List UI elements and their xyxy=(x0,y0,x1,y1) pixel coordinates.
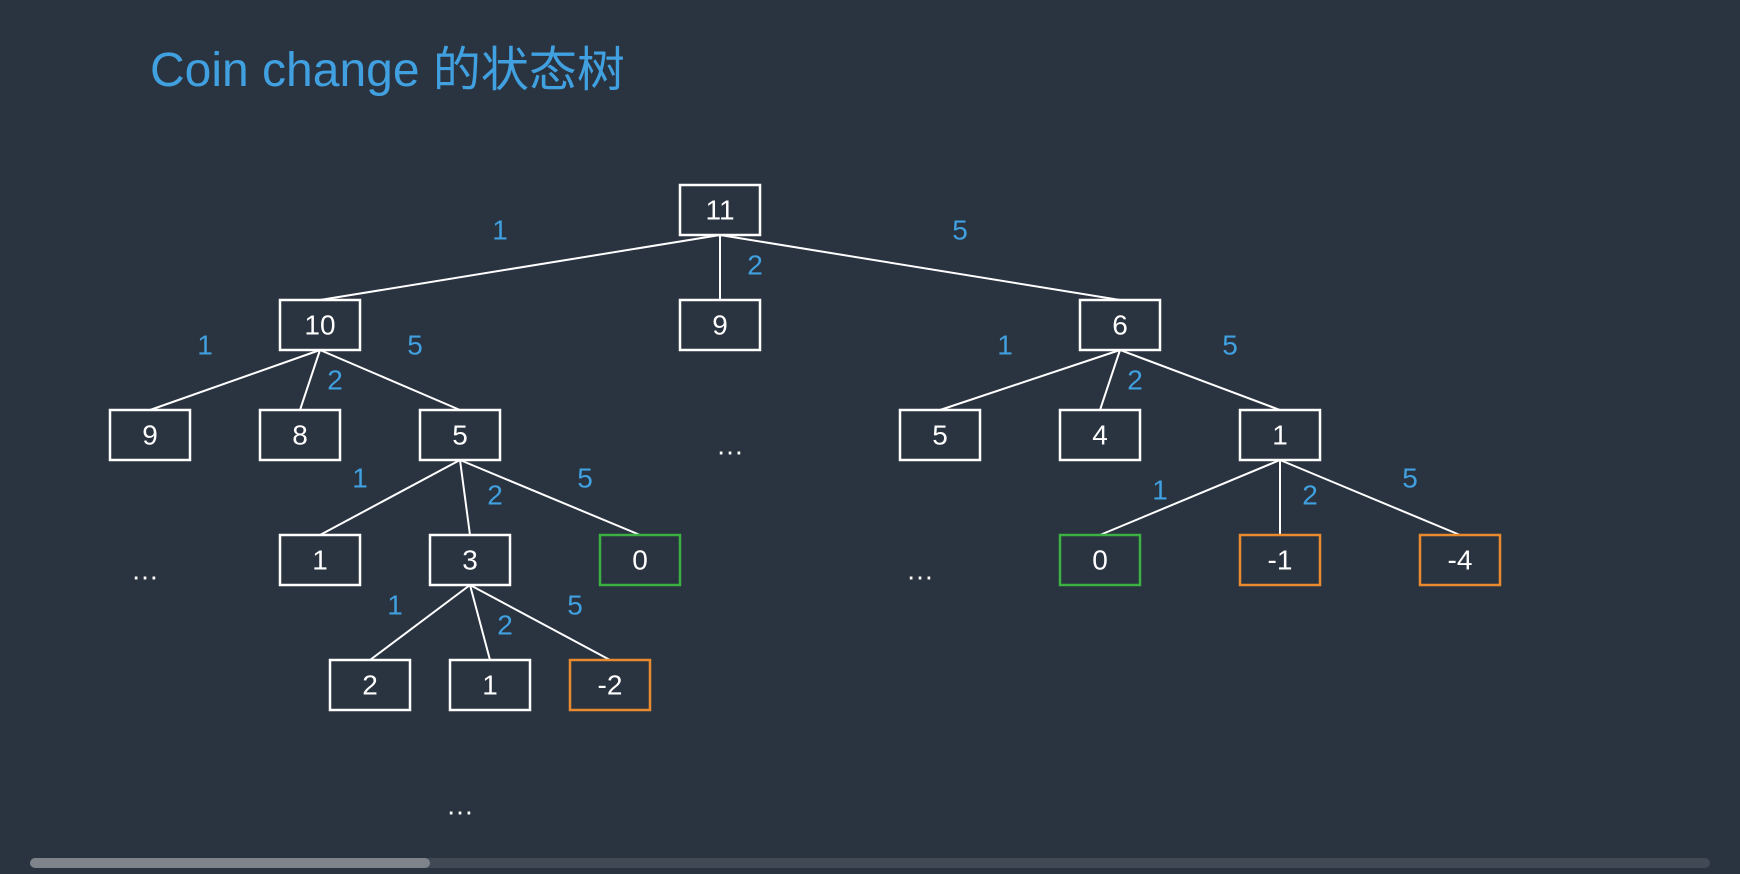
scrollbar-thumb[interactable] xyxy=(30,858,430,868)
node-label: -2 xyxy=(598,670,623,701)
tree-node: 0 xyxy=(600,535,680,585)
edge-label: 5 xyxy=(577,463,593,494)
node-label: 5 xyxy=(452,420,468,451)
tree-edge xyxy=(370,585,470,660)
tree-node: 1 xyxy=(1240,410,1320,460)
node-label: 8 xyxy=(292,420,308,451)
edge-label: 5 xyxy=(1222,330,1238,361)
tree-node: -4 xyxy=(1420,535,1500,585)
edge-label: 1 xyxy=(197,330,213,361)
tree-node: 5 xyxy=(900,410,980,460)
tree-edge xyxy=(1100,460,1280,535)
node-label: 10 xyxy=(304,310,335,341)
tree-edge xyxy=(1100,350,1120,410)
node-label: 0 xyxy=(1092,545,1108,576)
node-label: 1 xyxy=(482,670,498,701)
ellipsis: … xyxy=(446,790,474,821)
tree-node: -2 xyxy=(570,660,650,710)
edge-label: 2 xyxy=(327,365,343,396)
edge-label: 1 xyxy=(492,215,508,246)
tree-edge xyxy=(1120,350,1280,410)
node-label: 2 xyxy=(362,670,378,701)
tree-edge xyxy=(470,585,490,660)
state-tree-diagram: 1251251251251251251110969855411300-1-421… xyxy=(0,0,1740,874)
node-label: -4 xyxy=(1448,545,1473,576)
tree-edge xyxy=(720,235,1120,300)
tree-node: 9 xyxy=(110,410,190,460)
tree-edge xyxy=(470,585,610,660)
edge-label: 2 xyxy=(1127,365,1143,396)
tree-node: 6 xyxy=(1080,300,1160,350)
edge-label: 2 xyxy=(747,250,763,281)
tree-edge xyxy=(150,350,320,410)
edge-label: 1 xyxy=(352,463,368,494)
tree-node: 3 xyxy=(430,535,510,585)
edge-label: 2 xyxy=(1302,480,1318,511)
node-label: 1 xyxy=(312,545,328,576)
edge-label: 2 xyxy=(487,480,503,511)
node-label: 5 xyxy=(932,420,948,451)
node-label: 4 xyxy=(1092,420,1108,451)
edge-label: 5 xyxy=(567,590,583,621)
tree-edge xyxy=(940,350,1120,410)
ellipsis: … xyxy=(131,555,159,586)
node-label: 6 xyxy=(1112,310,1128,341)
tree-node: -1 xyxy=(1240,535,1320,585)
edge-label: 1 xyxy=(387,590,403,621)
tree-node: 2 xyxy=(330,660,410,710)
tree-node: 4 xyxy=(1060,410,1140,460)
tree-edge xyxy=(460,460,470,535)
ellipsis: … xyxy=(906,555,934,586)
tree-node: 1 xyxy=(280,535,360,585)
horizontal-scrollbar[interactable] xyxy=(30,858,1710,868)
node-label: 9 xyxy=(142,420,158,451)
node-label: 9 xyxy=(712,310,728,341)
tree-node: 11 xyxy=(680,185,760,235)
edge-label: 5 xyxy=(407,330,423,361)
edge-label: 5 xyxy=(1402,463,1418,494)
tree-edge xyxy=(320,460,460,535)
tree-node: 0 xyxy=(1060,535,1140,585)
ellipsis: … xyxy=(716,430,744,461)
edge-label: 1 xyxy=(1152,475,1168,506)
edge-label: 2 xyxy=(497,610,513,641)
tree-node: 5 xyxy=(420,410,500,460)
tree-edge xyxy=(300,350,320,410)
node-label: 0 xyxy=(632,545,648,576)
tree-node: 9 xyxy=(680,300,760,350)
node-label: 1 xyxy=(1272,420,1288,451)
tree-edge xyxy=(320,235,720,300)
node-label: 11 xyxy=(705,195,734,226)
node-label: 3 xyxy=(462,545,478,576)
edge-label: 5 xyxy=(952,215,968,246)
tree-node: 1 xyxy=(450,660,530,710)
edge-label: 1 xyxy=(997,330,1013,361)
tree-node: 8 xyxy=(260,410,340,460)
node-label: -1 xyxy=(1268,545,1293,576)
tree-node: 10 xyxy=(280,300,360,350)
